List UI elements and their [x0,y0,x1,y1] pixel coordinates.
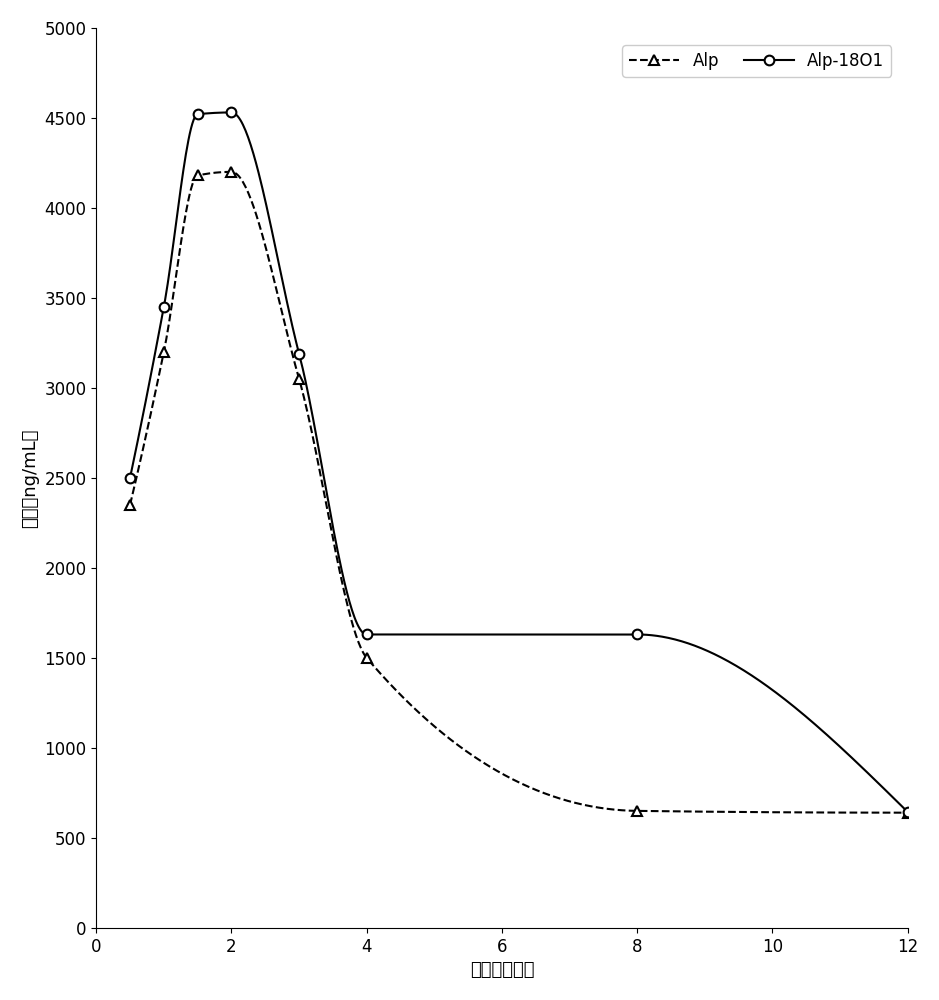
Legend: Alp, Alp-18O1: Alp, Alp-18O1 [623,45,891,77]
Y-axis label: 浓度（ng/mL）: 浓度（ng/mL） [21,428,38,528]
X-axis label: 时间（小时）: 时间（小时） [470,961,534,979]
